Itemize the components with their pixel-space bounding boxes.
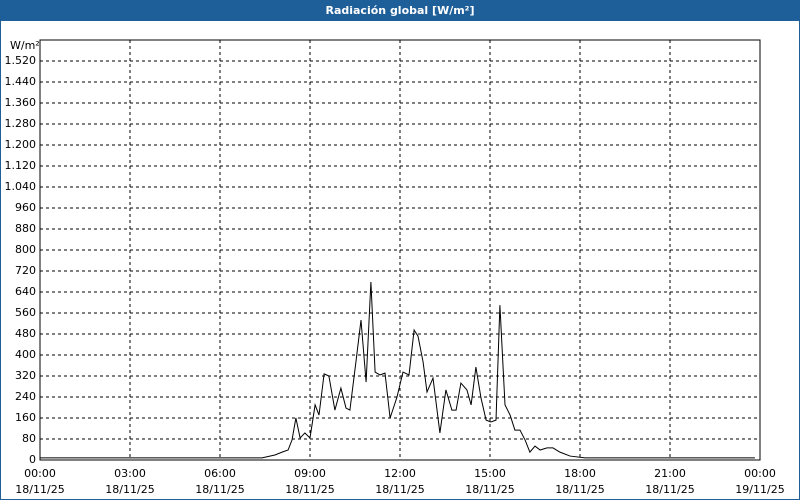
y-tick-label: 1.040 <box>5 180 37 193</box>
y-tick-label: 960 <box>15 201 36 214</box>
data-line <box>40 282 755 459</box>
y-tick-label: 1.120 <box>5 159 37 172</box>
chart-title: Radiación global [W/m²] <box>325 4 474 17</box>
x-tick-date: 18/11/25 <box>105 483 154 496</box>
y-tick-label: 0 <box>29 453 36 466</box>
y-tick-label: 1.200 <box>5 138 37 151</box>
x-tick-label: 03:00 <box>114 467 146 480</box>
y-tick-label: 80 <box>22 432 36 445</box>
plot-border <box>39 39 761 461</box>
x-tick-label: 21:00 <box>654 467 686 480</box>
y-tick-label: 1.360 <box>5 96 37 109</box>
y-tick-label: 160 <box>15 411 36 424</box>
x-tick-date: 18/11/25 <box>645 483 694 496</box>
x-tick-label: 18:00 <box>564 467 596 480</box>
x-tick-date: 18/11/25 <box>15 483 64 496</box>
x-tick-label: 00:00 <box>744 467 776 480</box>
y-tick-label: 1.280 <box>5 117 37 130</box>
x-tick-date: 19/11/25 <box>735 483 784 496</box>
y-tick-label: 1.440 <box>5 75 37 88</box>
x-tick-label: 09:00 <box>294 467 326 480</box>
x-tick-date: 18/11/25 <box>375 483 424 496</box>
y-axis-label: W/m² <box>10 39 40 52</box>
x-tick-label: 06:00 <box>204 467 236 480</box>
x-tick-date: 18/11/25 <box>465 483 514 496</box>
y-tick-label: 640 <box>15 285 36 298</box>
y-tick-label: 880 <box>15 222 36 235</box>
x-tick-label: 00:00 <box>24 467 56 480</box>
y-tick-label: 400 <box>15 348 36 361</box>
y-tick-label: 1.520 <box>5 54 37 67</box>
y-tick-label: 320 <box>15 369 36 382</box>
x-tick-date: 18/11/25 <box>195 483 244 496</box>
title-bar <box>0 0 800 21</box>
x-tick-label: 12:00 <box>384 467 416 480</box>
y-tick-label: 720 <box>15 264 36 277</box>
y-tick-label: 480 <box>15 327 36 340</box>
y-tick-label: 800 <box>15 243 36 256</box>
x-tick-date: 18/11/25 <box>285 483 334 496</box>
y-tick-label: 560 <box>15 306 36 319</box>
x-tick-date: 18/11/25 <box>555 483 604 496</box>
x-tick-label: 15:00 <box>474 467 506 480</box>
y-tick-label: 240 <box>15 390 36 403</box>
